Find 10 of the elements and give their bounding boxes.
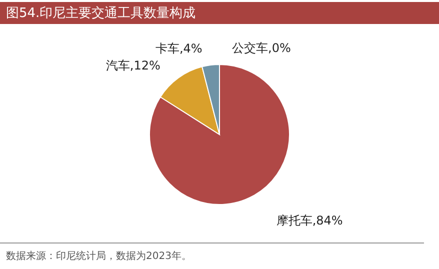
slice-label: 卡车 bbox=[155, 42, 180, 56]
category-label: 公交车 bbox=[232, 41, 268, 55]
data-label: ,4% bbox=[179, 42, 202, 56]
slice-label: 摩托车 bbox=[276, 214, 312, 228]
source-note: 数据来源：印尼统计局，数据为2023年。 bbox=[6, 250, 192, 262]
data-label: ,12% bbox=[130, 58, 160, 73]
slice-label: 汽车 bbox=[106, 58, 130, 73]
text: ,0% bbox=[268, 41, 291, 55]
chart-title: 图54.印尼主要交通工具数量构成 bbox=[6, 5, 196, 21]
data-label: ,84% bbox=[312, 214, 343, 228]
